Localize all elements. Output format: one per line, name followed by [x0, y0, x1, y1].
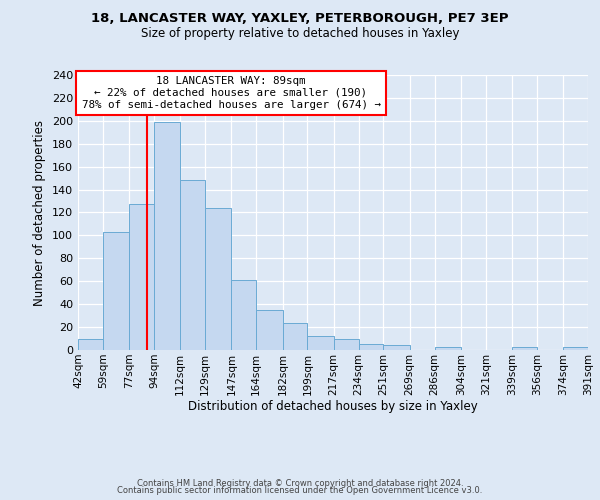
Y-axis label: Number of detached properties: Number of detached properties: [34, 120, 46, 306]
Bar: [434, 346, 461, 350]
Bar: [205, 208, 232, 350]
Text: Contains public sector information licensed under the Open Government Licence v3: Contains public sector information licen…: [118, 486, 482, 495]
Bar: [129, 204, 154, 350]
Bar: [78, 338, 103, 350]
Bar: [334, 338, 359, 350]
Bar: [307, 336, 334, 350]
Text: 18 LANCASTER WAY: 89sqm
← 22% of detached houses are smaller (190)
78% of semi-d: 18 LANCASTER WAY: 89sqm ← 22% of detache…: [82, 76, 380, 110]
Bar: [283, 322, 307, 350]
Text: Contains HM Land Registry data © Crown copyright and database right 2024.: Contains HM Land Registry data © Crown c…: [137, 478, 463, 488]
Text: Size of property relative to detached houses in Yaxley: Size of property relative to detached ho…: [141, 28, 459, 40]
Bar: [103, 232, 129, 350]
Bar: [232, 280, 256, 350]
Bar: [512, 346, 537, 350]
Bar: [154, 122, 180, 350]
Bar: [383, 346, 410, 350]
Bar: [359, 344, 383, 350]
Text: 18, LANCASTER WAY, YAXLEY, PETERBOROUGH, PE7 3EP: 18, LANCASTER WAY, YAXLEY, PETERBOROUGH,…: [91, 12, 509, 26]
Bar: [563, 346, 588, 350]
Bar: [256, 310, 283, 350]
Bar: [180, 180, 205, 350]
X-axis label: Distribution of detached houses by size in Yaxley: Distribution of detached houses by size …: [188, 400, 478, 413]
